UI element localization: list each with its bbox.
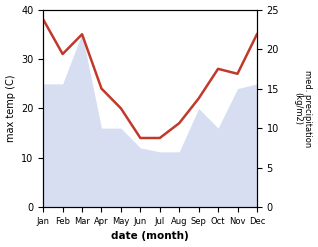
X-axis label: date (month): date (month) (111, 231, 189, 242)
Y-axis label: max temp (C): max temp (C) (5, 75, 16, 142)
Y-axis label: med. precipitation
(kg/m2): med. precipitation (kg/m2) (293, 70, 313, 147)
